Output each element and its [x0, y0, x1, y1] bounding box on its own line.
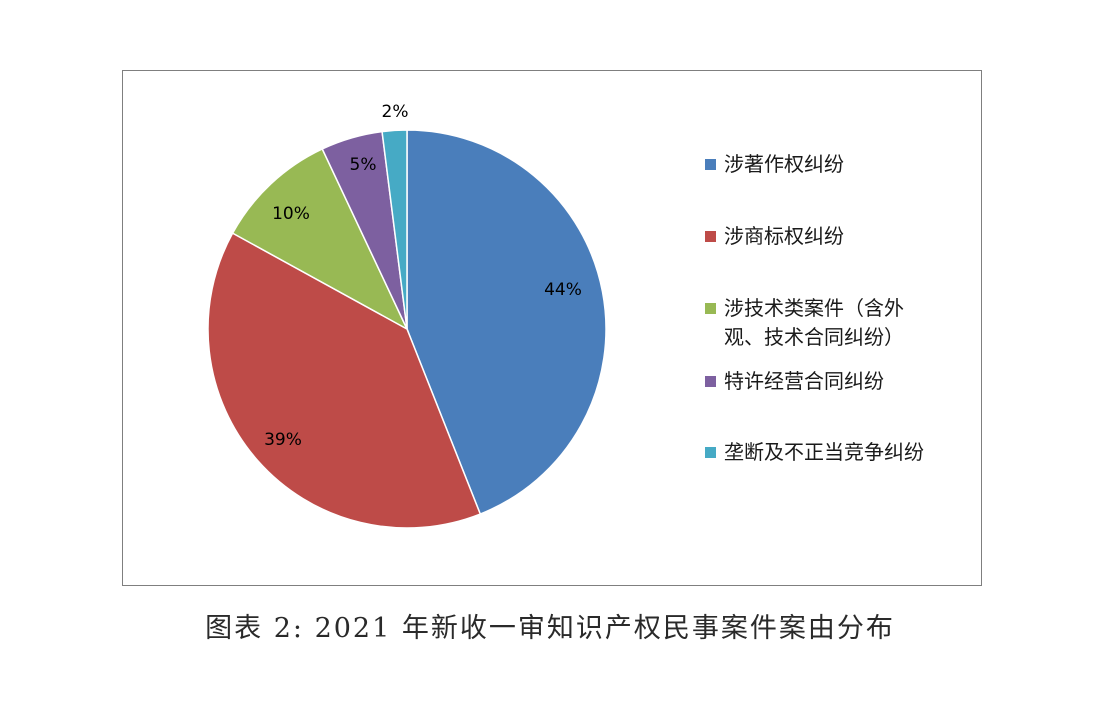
pie-slice — [207, 232, 482, 529]
slice-label: 39% — [264, 430, 302, 450]
legend-swatch — [705, 159, 716, 170]
pie-slice — [381, 129, 408, 330]
slice-label: 44% — [544, 280, 582, 300]
legend-label: 涉商标权纠纷 — [724, 224, 844, 248]
slice-label: 5% — [350, 155, 377, 175]
slice-label: 10% — [272, 204, 310, 224]
legend-label: 观、技术合同纠纷） — [724, 325, 904, 349]
legend-label: 涉技术类案件（含外 — [724, 296, 904, 320]
legend-label: 涉著作权纠纷 — [724, 152, 844, 176]
legend-label: 特许经营合同纠纷 — [724, 369, 884, 393]
legend-swatch — [705, 447, 716, 458]
legend-swatch — [705, 231, 716, 242]
legend-swatch — [705, 376, 716, 387]
pie-slice — [231, 147, 409, 331]
legend-label: 垄断及不正当竞争纠纷 — [724, 440, 924, 464]
pie-chart: 44% 39% 10% 5% 2% 涉著作权纠纷涉商标权纠纷涉技术类案件（含外观、技术合同… — [207, 102, 924, 529]
legend-swatch — [705, 303, 716, 314]
figure-caption: 图表 2: 2021 年新收一审知识产权民事案件案由分布 — [205, 613, 895, 644]
chart-frame: 44% 39% 10% 5% 2% 涉著作权纠纷 涉商标权纠纷涉技术类案件（含外 观、技术合同… — [122, 70, 982, 586]
pie-slice — [406, 129, 607, 516]
slice-label: 2% — [382, 102, 409, 122]
